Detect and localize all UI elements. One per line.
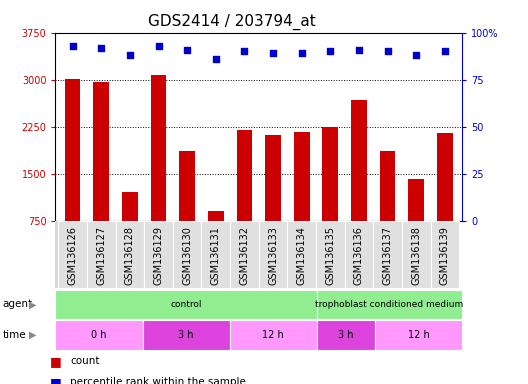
Text: GDS2414 / 203794_at: GDS2414 / 203794_at: [148, 13, 316, 30]
Text: ▶: ▶: [29, 330, 36, 340]
Bar: [373, 221, 402, 288]
Text: 3 h: 3 h: [178, 330, 194, 340]
Text: 3 h: 3 h: [338, 330, 354, 340]
Text: 12 h: 12 h: [408, 330, 429, 340]
Point: [297, 50, 306, 56]
Bar: [208, 211, 224, 221]
Bar: [323, 127, 338, 221]
Bar: [55, 320, 143, 350]
Bar: [430, 221, 459, 288]
Bar: [237, 130, 252, 221]
Bar: [259, 221, 287, 288]
Bar: [173, 221, 202, 288]
Point: [412, 52, 420, 58]
Text: agent: agent: [3, 299, 33, 310]
Point: [326, 48, 335, 55]
Text: GSM136130: GSM136130: [182, 226, 192, 285]
Text: 12 h: 12 h: [262, 330, 284, 340]
Bar: [294, 132, 309, 221]
Bar: [317, 320, 375, 350]
Point: [269, 50, 277, 56]
Bar: [122, 192, 138, 221]
Point: [69, 43, 77, 49]
Text: time: time: [3, 330, 26, 340]
Bar: [317, 290, 462, 319]
Bar: [408, 179, 424, 221]
Text: GSM136137: GSM136137: [383, 226, 392, 285]
Text: GSM136139: GSM136139: [440, 226, 450, 285]
Text: GSM136133: GSM136133: [268, 226, 278, 285]
Point: [97, 45, 106, 51]
Text: GSM136134: GSM136134: [297, 226, 307, 285]
Text: control: control: [171, 300, 202, 309]
Bar: [287, 221, 316, 288]
Bar: [265, 135, 281, 221]
Point: [383, 48, 392, 55]
Text: GSM136132: GSM136132: [239, 226, 249, 285]
Bar: [402, 221, 430, 288]
Bar: [150, 74, 166, 221]
Text: ■: ■: [50, 355, 62, 368]
Text: trophoblast conditioned medium: trophoblast conditioned medium: [315, 300, 464, 309]
Text: count: count: [70, 356, 100, 366]
Text: 0 h: 0 h: [91, 330, 107, 340]
Text: GSM136129: GSM136129: [154, 226, 164, 285]
Text: GSM136135: GSM136135: [325, 226, 335, 285]
Bar: [180, 151, 195, 221]
Text: GSM136131: GSM136131: [211, 226, 221, 285]
Bar: [93, 81, 109, 221]
Bar: [437, 133, 452, 221]
Point: [440, 48, 449, 55]
Bar: [230, 221, 259, 288]
Point: [154, 43, 163, 49]
Text: GSM136126: GSM136126: [68, 226, 78, 285]
Text: ■: ■: [50, 376, 62, 384]
Bar: [58, 221, 87, 288]
Bar: [144, 221, 173, 288]
Bar: [116, 221, 144, 288]
Bar: [65, 79, 80, 221]
Point: [212, 56, 220, 62]
Text: GSM136127: GSM136127: [96, 226, 106, 285]
Bar: [316, 221, 345, 288]
Bar: [55, 290, 317, 319]
Bar: [351, 100, 367, 221]
Bar: [202, 221, 230, 288]
Point: [355, 46, 363, 53]
Bar: [143, 320, 230, 350]
Text: ▶: ▶: [29, 299, 36, 310]
Text: percentile rank within the sample: percentile rank within the sample: [70, 377, 246, 384]
Bar: [380, 151, 395, 221]
Bar: [87, 221, 116, 288]
Point: [240, 48, 249, 55]
Point: [183, 46, 191, 53]
Text: GSM136128: GSM136128: [125, 226, 135, 285]
Bar: [345, 221, 373, 288]
Text: GSM136138: GSM136138: [411, 226, 421, 285]
Bar: [375, 320, 462, 350]
Text: GSM136136: GSM136136: [354, 226, 364, 285]
Bar: [230, 320, 317, 350]
Point: [126, 52, 134, 58]
